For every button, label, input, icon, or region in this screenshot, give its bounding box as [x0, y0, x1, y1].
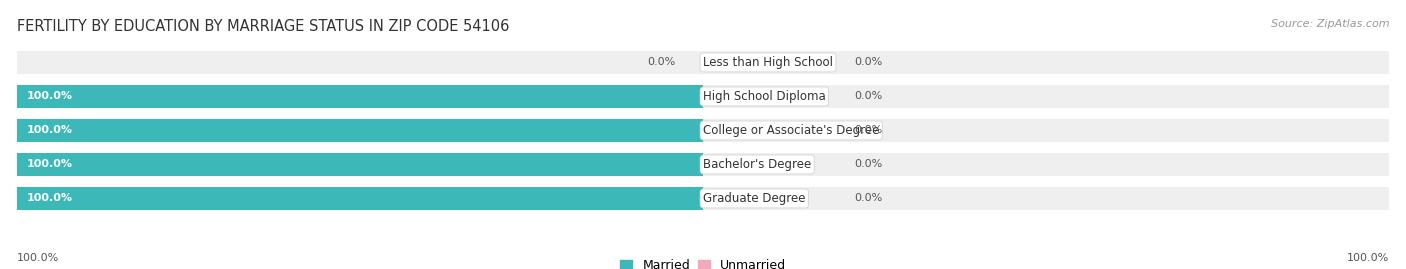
Text: Less than High School: Less than High School: [703, 56, 832, 69]
Bar: [17, 84, 703, 108]
Legend: Married, Unmarried: Married, Unmarried: [620, 259, 786, 269]
Text: 100.0%: 100.0%: [27, 160, 73, 169]
Bar: [17, 119, 1389, 142]
Text: Bachelor's Degree: Bachelor's Degree: [703, 158, 811, 171]
Text: Source: ZipAtlas.com: Source: ZipAtlas.com: [1271, 19, 1389, 29]
Text: 100.0%: 100.0%: [27, 91, 73, 101]
Text: 0.0%: 0.0%: [853, 125, 882, 136]
Text: FERTILITY BY EDUCATION BY MARRIAGE STATUS IN ZIP CODE 54106: FERTILITY BY EDUCATION BY MARRIAGE STATU…: [17, 19, 509, 34]
Bar: [17, 51, 1389, 74]
Text: College or Associate's Degree: College or Associate's Degree: [703, 124, 879, 137]
Text: 0.0%: 0.0%: [647, 58, 675, 68]
Bar: [17, 119, 703, 142]
Text: 100.0%: 100.0%: [27, 193, 73, 203]
Text: High School Diploma: High School Diploma: [703, 90, 825, 103]
Bar: [17, 187, 1389, 210]
Text: Graduate Degree: Graduate Degree: [703, 192, 806, 205]
Text: 0.0%: 0.0%: [853, 193, 882, 203]
Text: 100.0%: 100.0%: [27, 125, 73, 136]
Bar: [17, 153, 703, 176]
Text: 0.0%: 0.0%: [853, 58, 882, 68]
Text: 100.0%: 100.0%: [1347, 253, 1389, 263]
Bar: [17, 84, 1389, 108]
Text: 0.0%: 0.0%: [853, 160, 882, 169]
Text: 0.0%: 0.0%: [853, 91, 882, 101]
Bar: [17, 153, 1389, 176]
Bar: [17, 187, 703, 210]
Text: 100.0%: 100.0%: [17, 253, 59, 263]
